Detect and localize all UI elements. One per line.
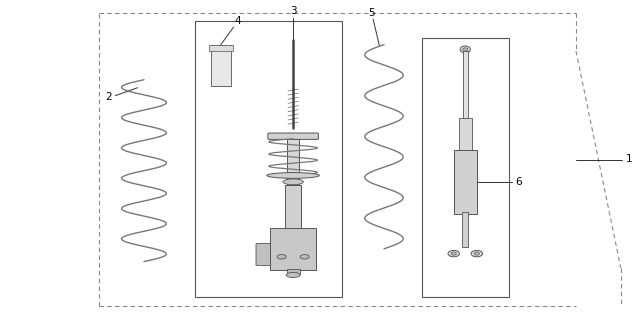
Bar xyxy=(285,185,301,230)
Ellipse shape xyxy=(448,250,460,257)
Ellipse shape xyxy=(460,46,470,53)
Text: 5: 5 xyxy=(368,8,374,18)
Bar xyxy=(459,118,472,153)
Ellipse shape xyxy=(451,252,456,255)
Bar xyxy=(454,150,477,214)
Ellipse shape xyxy=(474,252,479,255)
Ellipse shape xyxy=(283,179,303,185)
Text: 2: 2 xyxy=(106,92,112,102)
FancyBboxPatch shape xyxy=(268,133,319,139)
Ellipse shape xyxy=(286,272,300,278)
Ellipse shape xyxy=(300,255,309,259)
Ellipse shape xyxy=(471,250,483,257)
Bar xyxy=(211,45,231,86)
Bar xyxy=(287,139,299,185)
Text: 4: 4 xyxy=(235,16,241,26)
Ellipse shape xyxy=(267,173,319,178)
Bar xyxy=(195,21,342,297)
Ellipse shape xyxy=(463,48,468,51)
Bar xyxy=(270,228,316,270)
Bar xyxy=(462,212,468,247)
Bar xyxy=(287,269,300,274)
FancyBboxPatch shape xyxy=(256,243,271,265)
Text: 1: 1 xyxy=(626,154,632,165)
Bar xyxy=(209,45,233,51)
Ellipse shape xyxy=(277,255,286,259)
Bar xyxy=(422,38,509,297)
Bar xyxy=(463,51,468,121)
Text: 3: 3 xyxy=(290,6,296,16)
Text: 6: 6 xyxy=(515,177,522,187)
